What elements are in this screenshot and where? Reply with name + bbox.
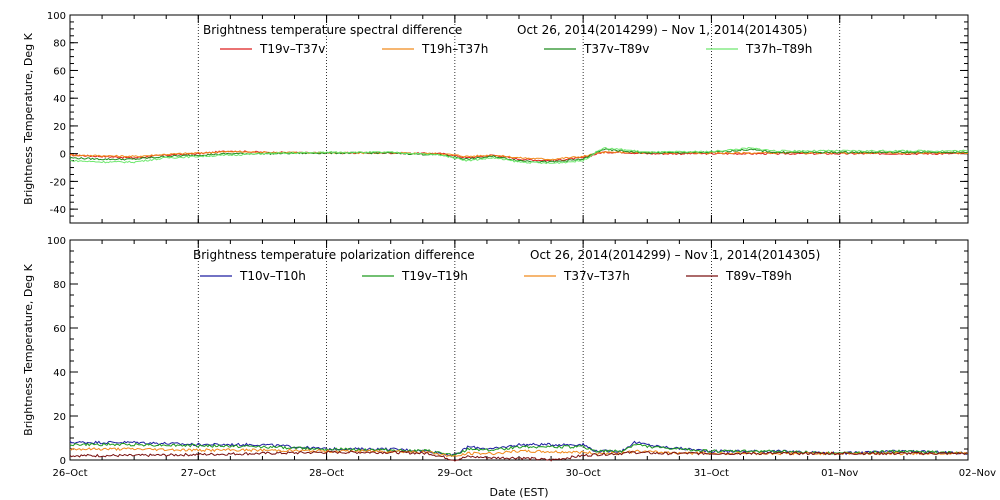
x-tick-label: 02–Nov [959, 468, 996, 479]
x-tick-label: 28–Oct [309, 468, 344, 479]
chart-title: Brightness temperature spectral differen… [203, 23, 462, 37]
series-line [69, 148, 969, 164]
series-line [69, 442, 969, 458]
plot-frame [69, 239, 969, 461]
series-line [70, 146, 969, 165]
y-tick-label: -20 [50, 177, 66, 188]
x-tick-label: 30–Oct [566, 468, 601, 479]
y-tick-label: 40 [53, 368, 66, 379]
y-tick-label: 60 [53, 324, 66, 335]
x-tick-label: 31–Oct [694, 468, 729, 479]
legend-label: T37v–T89v [583, 42, 649, 56]
legend-label: T10v–T10h [239, 269, 306, 283]
spectral-difference-panel: -40 -20 0 20 40 60 80 100 Brightness Temperature… [22, 11, 969, 224]
y-tick-label: 100 [47, 11, 66, 22]
series-line [69, 450, 969, 462]
y-tick-label: 40 [53, 94, 66, 105]
x-tick-label: 29–Oct [437, 468, 472, 479]
y-tick-label: 100 [47, 236, 66, 247]
x-axis-label: Date (EST) [489, 486, 548, 499]
series-line [69, 150, 969, 161]
legend-label: T19v–T19h [401, 269, 468, 283]
x-tick-label: 27–Oct [181, 468, 216, 479]
y-tick-label: 20 [53, 122, 66, 133]
legend-label: T37v–T37h [563, 269, 630, 283]
chart-period: Oct 26, 2014(2014299) – Nov 1, 2014(2014… [530, 248, 820, 262]
legend-label: T89v–T89h [725, 269, 792, 283]
legend-label: T19h–T37h [421, 42, 488, 56]
y-tick-label: 20 [53, 412, 66, 423]
y-axis-label: Brightness Temperature, Deg K [22, 263, 35, 435]
y-tick-label: -40 [50, 205, 66, 216]
plot-frame [69, 14, 969, 224]
y-tick-label: 80 [53, 280, 66, 291]
y-axis-label: Brightness Temperature, Deg K [22, 32, 35, 204]
series-line [69, 447, 969, 458]
x-tick-label: 01–Nov [821, 468, 858, 479]
y-tick-label: 0 [60, 150, 66, 161]
chart-title: Brightness temperature polarization diff… [193, 248, 475, 262]
polarization-difference-panel: 0 20 40 60 80 100 26–Oct 27–Oct 28–Oct 29–Oct 30–O… [22, 236, 996, 479]
chart-period: Oct 26, 2014(2014299) – Nov 1, 2014(2014… [517, 23, 807, 37]
legend-label: T37h–T89h [745, 42, 812, 56]
x-tick-label: 26–Oct [52, 468, 87, 479]
y-tick-label: 0 [60, 456, 66, 467]
y-tick-label: 80 [53, 39, 66, 50]
y-tick-label: 60 [53, 66, 66, 77]
legend-label: T19v–T37v [259, 42, 325, 56]
